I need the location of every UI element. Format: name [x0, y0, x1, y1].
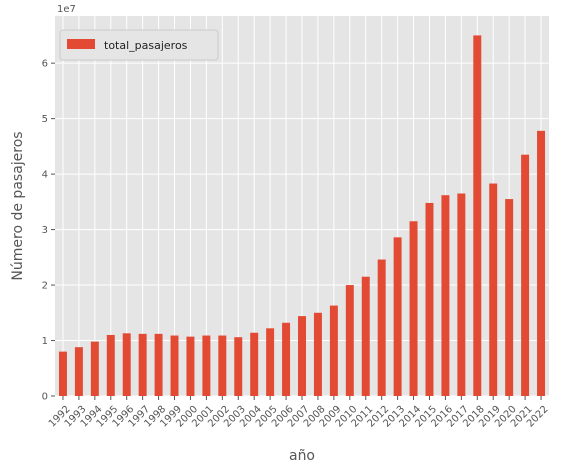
bar-2015	[425, 202, 434, 396]
bar-2017	[457, 193, 466, 396]
bar-2012	[377, 259, 386, 396]
bar-1994	[90, 341, 99, 396]
bar-2008	[313, 312, 322, 396]
x-axis-ticks: 1992199319941995199619971998199920002001…	[47, 396, 551, 430]
bar-2006	[282, 322, 291, 396]
bar-1995	[106, 334, 115, 396]
bar-1998	[154, 333, 163, 396]
bar-2018	[473, 35, 482, 397]
bar-1996	[122, 333, 131, 396]
legend-box	[59, 29, 219, 61]
y-tick-label: 5	[42, 114, 48, 125]
bar-2022	[537, 130, 546, 396]
y-tick-label: 6	[42, 59, 48, 70]
bar-1997	[138, 333, 147, 396]
bar-2000	[186, 336, 195, 396]
bar-2019	[489, 183, 498, 396]
bar-2007	[298, 316, 306, 396]
bar-2005	[266, 328, 275, 396]
bar-2003	[234, 337, 243, 396]
y-tick-label: 2	[42, 281, 48, 292]
bar-2014	[409, 221, 418, 396]
legend-swatch	[67, 39, 95, 49]
y-axis-ticks: 0 1 2 3 4 5 6	[42, 59, 55, 403]
y-tick-label: 4	[42, 170, 48, 181]
y-tick-label: 1	[42, 336, 48, 347]
bar-2013	[393, 237, 402, 396]
bar-2020	[505, 199, 514, 396]
bar-2001	[202, 335, 211, 396]
legend-label: total_pasajeros	[104, 39, 188, 52]
legend: total_pasajeros	[59, 29, 219, 61]
y-axis-label: Número de pasajeros	[10, 131, 26, 280]
bar-2016	[441, 195, 450, 396]
bar-2002	[218, 335, 227, 396]
bar-1999	[170, 335, 179, 396]
bars	[58, 35, 546, 397]
y-offset-label: 1e7	[57, 4, 76, 15]
y-tick-label: 0	[42, 392, 48, 403]
x-axis-label: año	[289, 448, 315, 464]
bar-2021	[521, 154, 530, 396]
bar-2004	[250, 332, 259, 396]
y-tick-label: 3	[42, 225, 48, 236]
bar-2010	[345, 285, 354, 396]
bar-2009	[329, 305, 338, 396]
bar-1993	[74, 347, 83, 396]
bar-1992	[58, 351, 67, 396]
bar-2011	[361, 276, 370, 396]
